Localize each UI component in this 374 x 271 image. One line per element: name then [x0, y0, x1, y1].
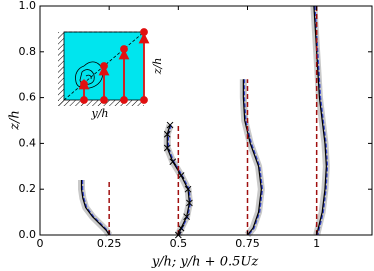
x-tick-label: 0.25: [97, 237, 122, 250]
profile-marker: [163, 130, 171, 138]
profile-marker: [163, 144, 171, 152]
x-tick-label: 0.5: [170, 237, 188, 250]
x-tick-label: 0.75: [235, 237, 260, 250]
y-tick-label: 0.2: [19, 182, 37, 195]
profile-line: [166, 124, 191, 236]
x-tick-label: 0: [37, 237, 44, 250]
y-tick-label: 0.8: [19, 45, 37, 58]
profile-marker: [183, 213, 190, 221]
inset-probes: [78, 28, 150, 104]
profile-line: [242, 79, 262, 236]
profile-marker: [169, 158, 177, 166]
profile-marker: [177, 224, 185, 232]
profile-marker: [184, 185, 192, 193]
y-tick-label: 0.4: [19, 136, 37, 149]
model-line: [243, 79, 264, 236]
profile-marker: [186, 199, 193, 207]
y-tick-label: 0.0: [19, 228, 37, 241]
inset-floor: [58, 100, 144, 106]
plot-frame: [39, 5, 373, 236]
profile-line: [313, 5, 327, 236]
profile-marker: [177, 172, 185, 179]
model-line: [81, 180, 111, 236]
x-tick-label: 1: [313, 237, 320, 250]
x-axis-label: y/h; y/h + 0.5Uz: [151, 255, 258, 270]
inset-wall: [58, 32, 64, 106]
inset: y/h z/h: [58, 28, 164, 120]
y-axis-label: z/h: [8, 110, 23, 131]
model-line: [167, 124, 192, 236]
y-tick-label: 1.0: [19, 0, 37, 12]
y-tick-label: 0.6: [19, 91, 37, 104]
inset-y-label: z/h: [151, 58, 164, 76]
model-line: [314, 5, 329, 236]
profile-line: [80, 180, 110, 236]
profile-marker: [166, 121, 174, 129]
inset-x-label: y/h: [90, 107, 108, 120]
